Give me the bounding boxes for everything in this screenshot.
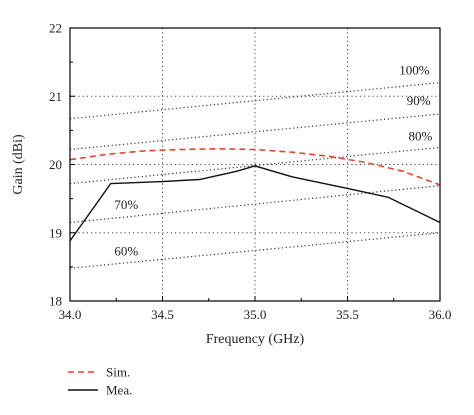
efficiency-label: 70% [114,197,138,212]
ticks [69,27,441,302]
x-tick-label: 34.5 [151,307,174,322]
series-mea-line [69,165,441,242]
efficiency-label: 90% [407,93,431,108]
efficiency-line [69,82,441,120]
y-tick-label: 18 [49,294,62,309]
efficiency-label: 100% [399,62,430,77]
efficiency-lines [69,82,441,269]
series-sim-line [69,147,441,186]
efficiency-line [69,232,441,269]
legend-label: Sim. [106,365,130,380]
efficiency-line [69,113,441,151]
efficiency-line [69,185,441,224]
y-tick-label: 19 [49,225,62,240]
legend-label: Mea. [106,383,132,398]
y-axis-label: Gain (dBi) [11,134,26,195]
y-tick-label: 20 [49,157,62,172]
x-tick-label: 36.0 [429,307,452,322]
labels: 34.0 34.5 35.0 35.5 36.0 18 19 20 21 22 100% 90% 80%… [49,21,451,323]
efficiency-label: 80% [409,129,433,144]
x-tick-label: 35.0 [244,307,267,322]
efficiency-line [69,146,441,185]
y-tick-label: 22 [49,21,62,36]
grid [70,28,440,301]
x-tick-label: 35.5 [336,307,359,322]
x-axis-label: Frequency (GHz) [206,332,305,347]
legend: Sim. Mea. [68,365,132,398]
efficiency-label: 60% [114,243,138,258]
series-lines [69,147,441,242]
x-tick-label: 34.0 [59,307,82,322]
y-tick-label: 21 [49,89,62,104]
